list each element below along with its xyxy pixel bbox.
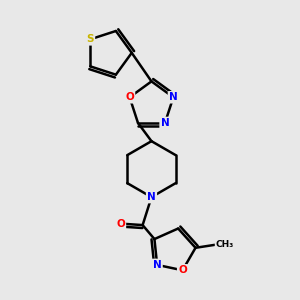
Text: N: N <box>160 118 169 128</box>
Text: N: N <box>147 192 156 202</box>
Text: CH₃: CH₃ <box>215 240 233 249</box>
Text: O: O <box>116 219 125 229</box>
Text: N: N <box>169 92 178 102</box>
Text: O: O <box>125 92 134 102</box>
Text: S: S <box>86 34 94 44</box>
Text: O: O <box>178 265 187 275</box>
Text: N: N <box>153 260 161 270</box>
